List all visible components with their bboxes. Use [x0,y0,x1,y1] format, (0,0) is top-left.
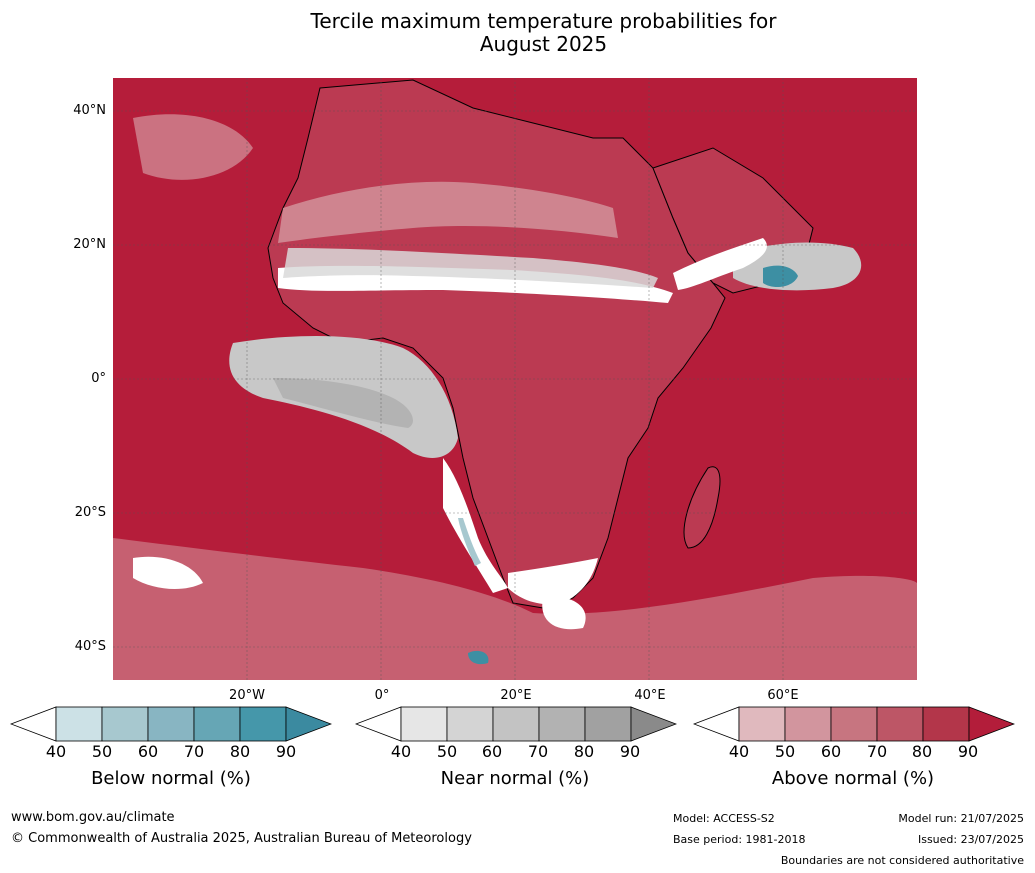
above-normal-label: Above normal (%) [771,768,935,789]
above-tick-50: 50 [774,742,796,761]
above-tick-40: 40 [728,742,750,761]
southern-ocean-white-1 [133,556,203,590]
sahara-pink-zone [278,181,618,243]
above-normal-colorbar [693,706,1015,742]
title-line-1: Tercile maximum temperature probabilitie… [310,9,777,33]
near-bar-box-3 [492,706,540,742]
south-africa-white [508,558,598,605]
southern-ocean-white-2 [542,597,586,630]
lon-label-20w: 20°W [229,688,265,703]
above-bar-box-2 [784,706,832,742]
below-bar-box-1 [55,706,103,742]
below-normal-label: Below normal (%) [91,768,251,789]
issued-text: Issued: 23/07/2025 [917,833,1024,846]
below-bar-box-3 [147,706,195,742]
above-tick-70: 70 [866,742,888,761]
below-tick-50: 50 [91,742,113,761]
southern-ocean-pink [113,538,917,680]
below-tick-60: 60 [137,742,159,761]
near-bar-box-1 [400,706,448,742]
map-graphic [113,78,917,680]
near-tick-60: 60 [481,742,503,761]
chart-title: Tercile maximum temperature probabilitie… [0,10,1035,56]
near-bar-box-4 [538,706,586,742]
lon-label-60e: 60°E [767,688,799,703]
below-normal-colorbar [10,706,332,742]
arabian-sea-teal [763,265,798,288]
near-tick-80: 80 [573,742,595,761]
below-tick-70: 70 [183,742,205,761]
gulf-guinea-darkgrey [273,378,413,428]
probability-map [113,78,917,680]
below-bar-box-2 [101,706,149,742]
below-tick-90: 90 [275,742,297,761]
below-tick-40: 40 [45,742,67,761]
near-bar-low-extend [355,706,402,742]
lon-label-40e: 40°E [634,688,666,703]
graticule [113,78,917,680]
lon-label-20e: 20°E [500,688,532,703]
lon-label-0: 0° [374,688,390,703]
below-bar-box-4 [193,706,241,742]
above-tick-80: 80 [911,742,933,761]
below-tick-80: 80 [229,742,251,761]
model-run-text: Model run: 21/07/2025 [898,812,1024,825]
madagascar [683,466,721,549]
near-tick-50: 50 [436,742,458,761]
near-normal-label: Near normal (%) [440,768,590,789]
base-period-text: Base period: 1981-2018 [673,833,806,846]
near-tick-90: 90 [619,742,641,761]
above-bar-low-extend [693,706,740,742]
near-normal-colorbar [355,706,677,742]
near-tick-70: 70 [527,742,549,761]
model-text: Model: ACCESS-S2 [673,812,775,825]
near-tick-40: 40 [390,742,412,761]
arabian-peninsula-white [673,238,767,290]
sahel-grey-band [283,248,658,288]
below-bar-box-5 [239,706,287,742]
namibia-coast-white [443,458,508,593]
above-bar-box-3 [830,706,878,742]
above-bar-box-5 [922,706,970,742]
below-bar-high-extend [285,706,332,742]
above-bar-box-4 [876,706,924,742]
disclaimer-text: Boundaries are not considered authoritat… [780,854,1024,867]
lat-label-40s: 40°S [74,639,106,654]
below-bar-low-extend [10,706,57,742]
above-tick-90: 90 [957,742,979,761]
lat-label-20n: 20°N [73,237,106,252]
title-line-2: August 2025 [479,32,608,56]
above-tick-60: 60 [820,742,842,761]
near-bar-high-extend [630,706,677,742]
lat-label-20s: 20°S [74,505,106,520]
lat-label-0: 0° [91,371,106,386]
copyright-text: © Commonwealth of Australia 2025, Austra… [11,831,472,846]
north-atlantic-pink [133,114,253,180]
near-bar-box-2 [446,706,494,742]
near-bar-box-5 [584,706,632,742]
above-bar-box-1 [738,706,786,742]
namibia-coast-teal [458,518,481,566]
website-link[interactable]: www.bom.gov.au/climate [11,810,175,825]
southern-ocean-teal [468,650,489,665]
lat-label-40n: 40°N [73,103,106,118]
above-bar-high-extend [968,706,1015,742]
